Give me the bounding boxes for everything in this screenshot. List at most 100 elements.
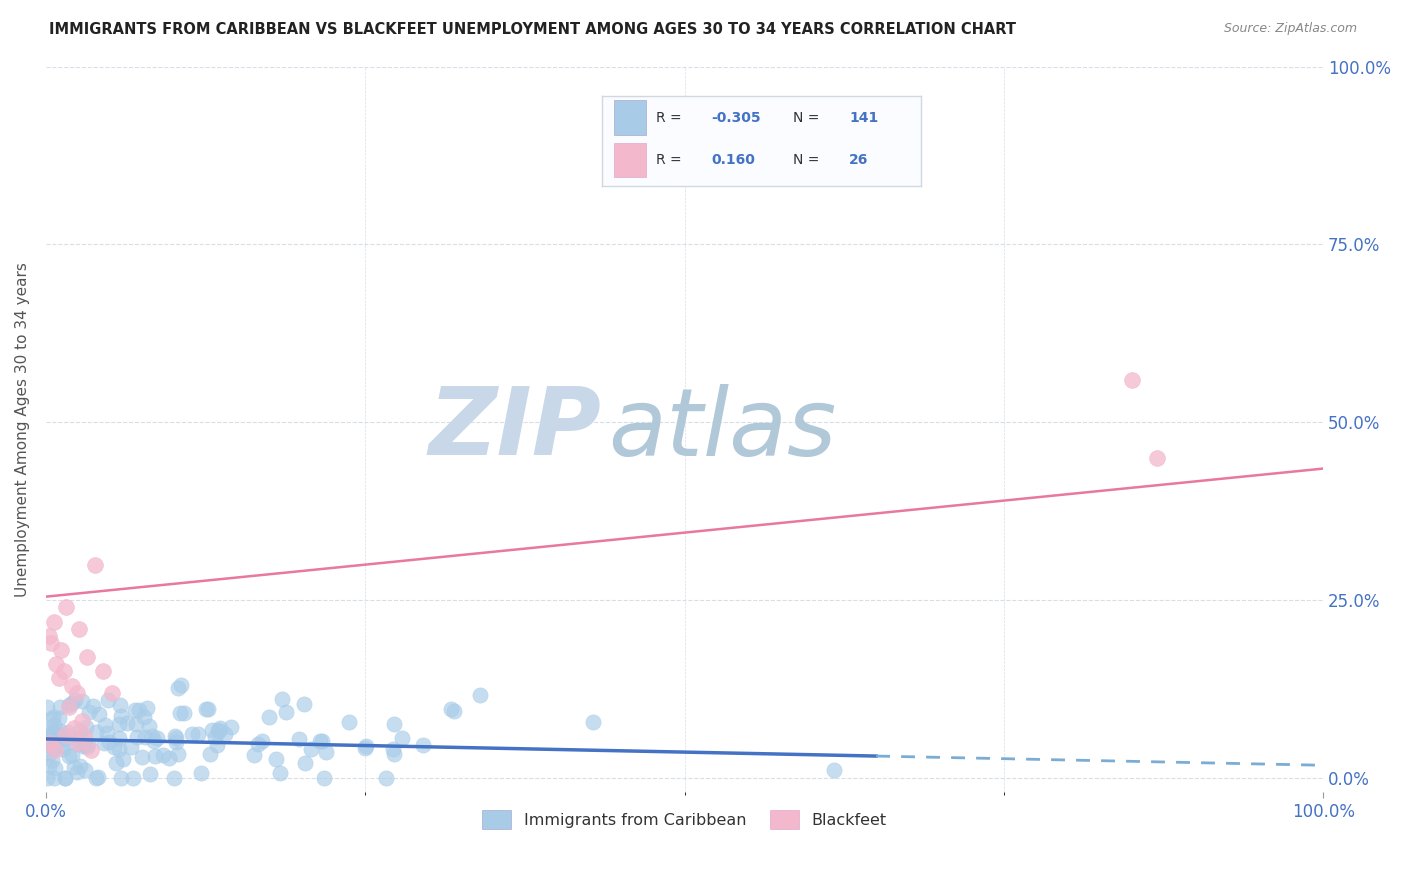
- Point: [42, 718, 65, 732]
- Point: [69, 723, 91, 738]
- Point: [112, 751, 135, 765]
- Point: [208, 723, 231, 738]
- Point: [101, 686, 124, 700]
- Point: [1146, 450, 1168, 465]
- Point: [315, 745, 337, 759]
- Point: [75, 738, 97, 752]
- Point: [440, 702, 463, 716]
- Point: [187, 727, 209, 741]
- Point: [73, 728, 96, 742]
- Point: [443, 704, 465, 718]
- Point: [270, 692, 292, 706]
- Point: [75, 763, 97, 777]
- Point: [62, 696, 84, 710]
- Point: [382, 747, 405, 761]
- Point: [139, 766, 162, 780]
- Point: [1121, 373, 1143, 387]
- Text: Source: ZipAtlas.com: Source: ZipAtlas.com: [1223, 22, 1357, 36]
- Point: [42, 726, 65, 740]
- Point: [65, 693, 87, 707]
- Point: [201, 723, 224, 738]
- Point: [53, 771, 76, 785]
- Point: [337, 715, 360, 730]
- Point: [207, 723, 229, 737]
- Point: [38, 758, 60, 772]
- Point: [58, 700, 80, 714]
- Point: [42, 724, 65, 739]
- Point: [69, 759, 91, 773]
- Point: [72, 694, 94, 708]
- Point: [67, 622, 90, 636]
- Point: [53, 728, 76, 742]
- Point: [468, 688, 491, 702]
- Point: [55, 600, 77, 615]
- Point: [60, 747, 83, 762]
- Point: [77, 705, 100, 719]
- Point: [96, 726, 118, 740]
- Point: [37, 771, 59, 785]
- Point: [382, 742, 405, 756]
- Point: [120, 740, 142, 755]
- Point: [97, 735, 120, 749]
- Point: [190, 766, 212, 780]
- Point: [75, 720, 97, 734]
- Point: [143, 748, 166, 763]
- Point: [44, 736, 66, 750]
- Point: [97, 693, 120, 707]
- Point: [42, 709, 65, 723]
- Point: [63, 721, 86, 735]
- Point: [169, 706, 191, 721]
- Point: [354, 739, 377, 753]
- Point: [72, 739, 94, 754]
- Point: [39, 712, 62, 726]
- Point: [243, 747, 266, 762]
- Point: [165, 729, 187, 743]
- Point: [38, 729, 60, 743]
- Point: [311, 734, 333, 748]
- Point: [247, 737, 270, 751]
- Point: [46, 728, 69, 742]
- Point: [38, 747, 60, 761]
- Point: [48, 672, 70, 686]
- Point: [209, 721, 232, 735]
- Point: [181, 727, 204, 741]
- Point: [194, 701, 217, 715]
- Point: [264, 752, 287, 766]
- Point: [77, 737, 100, 751]
- Point: [292, 697, 315, 711]
- Point: [49, 700, 72, 714]
- Point: [582, 715, 605, 730]
- Point: [66, 765, 89, 780]
- Point: [53, 732, 76, 747]
- Point: [38, 735, 60, 749]
- Point: [69, 731, 91, 745]
- Point: [39, 636, 62, 650]
- Point: [107, 741, 129, 756]
- Point: [823, 763, 845, 777]
- Point: [269, 766, 291, 780]
- Point: [173, 706, 195, 721]
- Point: [197, 701, 219, 715]
- Point: [127, 731, 149, 745]
- Point: [135, 701, 157, 715]
- Point: [274, 705, 297, 719]
- Point: [143, 734, 166, 748]
- Point: [48, 711, 70, 725]
- Point: [65, 686, 87, 700]
- Point: [354, 740, 377, 755]
- Point: [134, 730, 156, 744]
- Point: [76, 739, 98, 754]
- Point: [167, 747, 190, 761]
- Point: [165, 731, 187, 746]
- Point: [82, 698, 104, 713]
- Point: [51, 643, 73, 657]
- Point: [58, 749, 80, 764]
- Point: [198, 747, 221, 761]
- Point: [122, 771, 145, 785]
- Point: [87, 770, 110, 784]
- Text: atlas: atlas: [607, 384, 837, 475]
- Point: [52, 665, 75, 679]
- Point: [152, 748, 174, 763]
- Text: IMMIGRANTS FROM CARIBBEAN VS BLACKFEET UNEMPLOYMENT AMONG AGES 30 TO 34 YEARS CO: IMMIGRANTS FROM CARIBBEAN VS BLACKFEET U…: [49, 22, 1017, 37]
- Point: [84, 725, 107, 739]
